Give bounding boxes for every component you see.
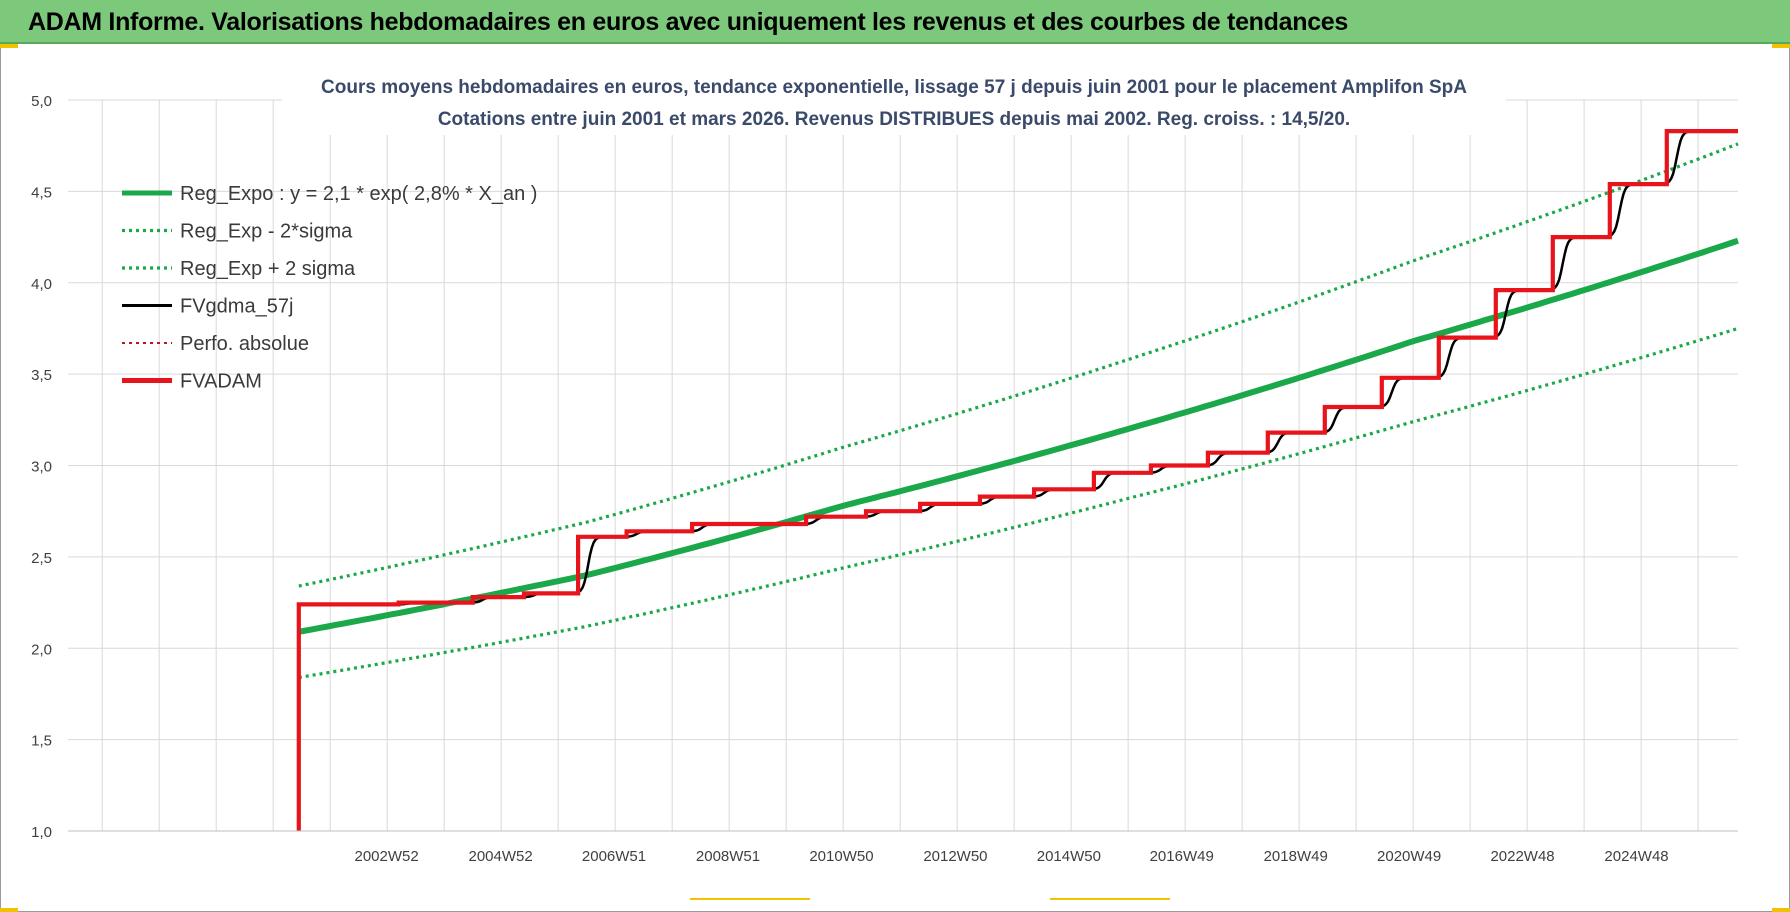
yellow-underline: [1050, 898, 1170, 900]
y-tick-label: 1,5: [31, 733, 52, 750]
x-tick-label: 2008W51: [696, 848, 760, 865]
x-tick-label: 2014W50: [1037, 848, 1101, 865]
x-tick-label: 2010W50: [809, 848, 873, 865]
legend-label: Reg_Exp - 2*sigma: [180, 221, 353, 243]
x-tick-label: 2022W48: [1490, 848, 1554, 865]
yellow-underline: [690, 898, 810, 900]
chart-title-bg: [282, 69, 1506, 135]
y-tick-label: 4,5: [31, 184, 52, 201]
y-tick-label: 2,5: [31, 550, 52, 567]
series-fvadam: [296, 129, 1738, 831]
y-tick-label: 4,0: [31, 276, 52, 293]
x-tick-label: 2004W52: [468, 848, 532, 865]
series-reg-expo: [298, 237, 1739, 635]
x-tick-label: 2012W50: [923, 848, 987, 865]
x-tick-label: 2020W49: [1377, 848, 1441, 865]
legend-label: Perfo. absolue: [180, 333, 309, 355]
y-tick-label: 5,0: [31, 93, 52, 110]
legend-label: FVADAM: [180, 371, 262, 393]
grid-layer: [68, 99, 1738, 832]
legend-label: Reg_Expo : y = 2,1 * exp( 2,8% * X_an ): [180, 183, 537, 205]
y-tick-label: 2,0: [31, 641, 52, 658]
corner-marker: [1772, 908, 1790, 912]
x-tick-label: 2006W51: [582, 848, 646, 865]
chart-title-line1: Cours moyens hebdomadaires en euros, ten…: [321, 77, 1467, 98]
corner-marker: [1772, 44, 1790, 48]
y-tick-label: 3,0: [31, 459, 52, 476]
legend-label: Reg_Exp + 2 sigma: [180, 258, 356, 280]
corner-marker: [0, 44, 18, 48]
chart-title-line2: Cotations entre juin 2001 et mars 2026. …: [438, 109, 1350, 130]
axis-layer: 1,0 1,5 2,0 2,5 3,0 3,5 4,0 4,5 5,0 2002W52 2004W5…: [31, 93, 1738, 865]
y-tick-label: 1,0: [31, 824, 52, 841]
page-title: ADAM Informe. Valorisations hebdomadaire…: [28, 8, 1349, 36]
series-reg-minus-2sigma: [298, 326, 1739, 680]
series-layer: [296, 129, 1739, 831]
legend-label: FVgdma_57j: [180, 296, 293, 318]
header-bar: ADAM Informe. Valorisations hebdomadaire…: [0, 0, 1790, 44]
series-reg-plus-2sigma: [298, 142, 1739, 588]
y-tick-label: 3,5: [31, 367, 52, 384]
x-tick-label: 2002W52: [355, 848, 419, 865]
legend: Reg_Expo : y = 2,1 * exp( 2,8% * X_an ) R…: [122, 183, 537, 393]
corner-marker: [0, 908, 18, 912]
x-tick-label: 2018W49: [1264, 848, 1328, 865]
x-tick-label: 2016W49: [1150, 848, 1214, 865]
x-tick-label: 2024W48: [1604, 848, 1668, 865]
